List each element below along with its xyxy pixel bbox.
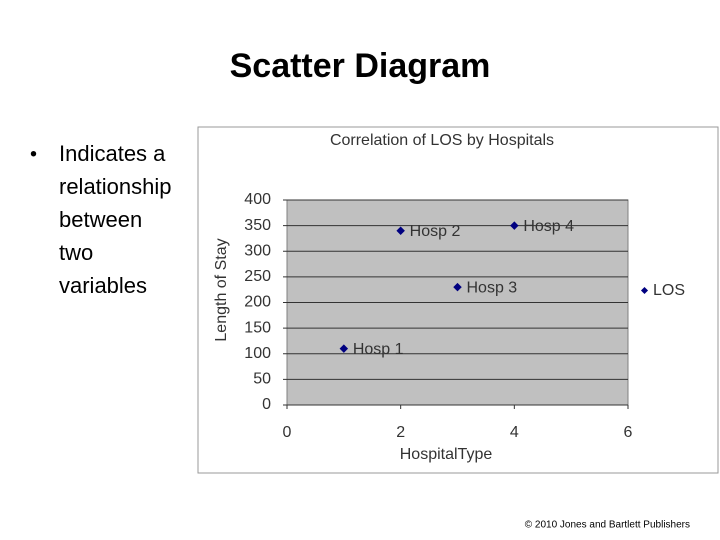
y-tick-label: 50 <box>253 371 271 388</box>
footer: © 2010 Jones and Bartlett Publishers <box>525 520 690 531</box>
y-tick-label: 250 <box>244 268 271 285</box>
y-tick-label: 350 <box>244 217 271 234</box>
y-tick-label: 400 <box>244 191 271 208</box>
y-tick-label: 300 <box>244 242 271 259</box>
slide-title: Scatter Diagram <box>230 47 491 85</box>
x-tick-label: 4 <box>510 424 519 441</box>
point-label: Hosp 4 <box>523 218 574 235</box>
y-tick-label: 200 <box>244 294 271 311</box>
bullet-line: between <box>59 207 142 232</box>
bullet: • <box>30 143 37 165</box>
x-axis-label: HospitalType <box>400 446 493 463</box>
bullet-text: Indicates a relationship between two variabl… <box>59 141 172 298</box>
x-tick-label: 6 <box>624 424 633 441</box>
bullet-line: relationship <box>59 174 172 199</box>
y-axis-label: Length of Stay <box>213 238 230 341</box>
bullet-line: two <box>59 240 93 265</box>
legend-label: LOS <box>653 282 685 299</box>
point <box>510 221 519 230</box>
y-tick-label: 100 <box>244 345 271 362</box>
bullet-line: variables <box>59 273 147 298</box>
point <box>396 226 405 235</box>
point <box>339 344 349 353</box>
x-tick-label: 0 <box>283 424 292 441</box>
x-tick-label: 2 <box>396 424 405 441</box>
bullet-line: Indicates a <box>59 141 166 166</box>
point <box>453 282 462 292</box>
legend-marker <box>640 286 649 295</box>
chart-title: Correlation of LOS by Hospitals <box>330 132 554 149</box>
y-tick-label: 0 <box>262 396 271 413</box>
point-label: Hosp 1 <box>353 341 404 358</box>
y-tick-label: 150 <box>244 319 271 336</box>
point-label: Hosp 2 <box>410 223 461 240</box>
point-label: Hosp 3 <box>467 279 518 296</box>
